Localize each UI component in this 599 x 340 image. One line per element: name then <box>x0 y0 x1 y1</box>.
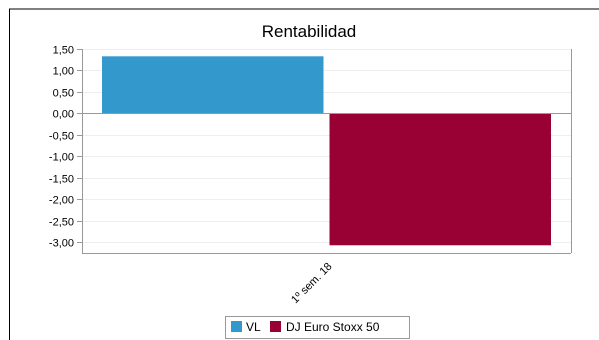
x-tick-label: 1º sem. 18 <box>289 261 334 306</box>
axis-layer <box>82 49 572 254</box>
x-tick-labels: 1º sem. 18 <box>289 261 334 306</box>
y-tick-label: -2,00 <box>49 195 74 207</box>
legend: VL DJ Euro Stoxx 50 <box>225 316 410 339</box>
chart-title: Rentabilidad <box>262 22 357 41</box>
y-tick-label: -3,00 <box>49 238 74 250</box>
y-tick-label: -1,50 <box>49 174 74 186</box>
legend-swatch-vl <box>231 321 242 332</box>
y-tick-label: 1,50 <box>53 45 74 57</box>
y-tick-labels: 1,50 1,00 0,50 0,00 -0,50 -1,00 -1,50 -2,00 -2,5… <box>49 45 74 250</box>
bars-layer <box>102 56 551 246</box>
legend-label-euro-stoxx: DJ Euro Stoxx 50 <box>286 320 380 334</box>
bar-vl <box>102 56 324 114</box>
y-tick-label: 0,00 <box>53 109 74 121</box>
legend-swatch-euro-stoxx <box>270 321 281 332</box>
y-tick-label: -2,50 <box>49 217 74 229</box>
y-tick-label: 0,50 <box>53 88 74 100</box>
y-tick-label: 1,00 <box>53 66 74 78</box>
legend-label-vl: VL <box>246 320 261 334</box>
y-tick-label: -1,00 <box>49 152 74 164</box>
bar-dj-euro-stoxx-50 <box>329 113 551 246</box>
y-tick-label: -0,50 <box>49 131 74 143</box>
